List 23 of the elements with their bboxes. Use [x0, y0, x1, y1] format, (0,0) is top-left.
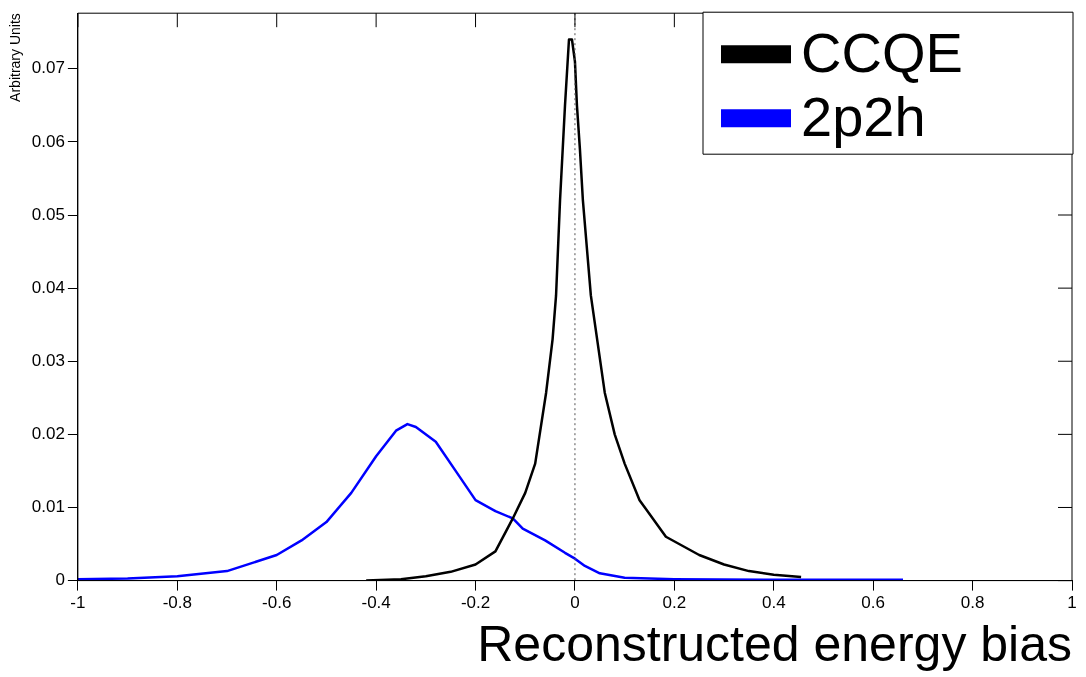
x-tick-label: -0.2: [460, 593, 491, 613]
y-tick-label: 0.04: [31, 277, 65, 297]
x-tick-label: 0: [570, 593, 580, 613]
x-tick-label: 0.4: [761, 593, 786, 613]
y-tick-label: 0: [55, 570, 65, 590]
x-tick-label: -0.4: [361, 593, 391, 613]
y-tick-label: 0.01: [31, 497, 65, 517]
y-axis-title: Arbitrary Units: [7, 13, 24, 102]
x-tick-label: 0.2: [662, 593, 687, 613]
legend-label: 2p2h: [801, 84, 926, 148]
y-tick-label: 0.05: [31, 204, 65, 224]
x-tick-label: 0.8: [960, 593, 985, 613]
x-tick-label: 1: [1067, 593, 1077, 613]
legend-label: CCQE: [801, 20, 963, 84]
x-tick-label: 0.6: [861, 593, 885, 613]
y-tick-label: 0.06: [31, 131, 65, 151]
x-tick-label: -1: [70, 593, 86, 613]
x-tick-label: -0.8: [162, 593, 192, 613]
x-tick-label: -0.6: [262, 593, 292, 613]
x-axis-title: Reconstructed energy bias: [477, 615, 1072, 672]
y-tick-label: 0.07: [31, 58, 65, 78]
y-tick-label: 0.02: [31, 424, 65, 444]
y-tick-label: 0.03: [31, 350, 65, 370]
